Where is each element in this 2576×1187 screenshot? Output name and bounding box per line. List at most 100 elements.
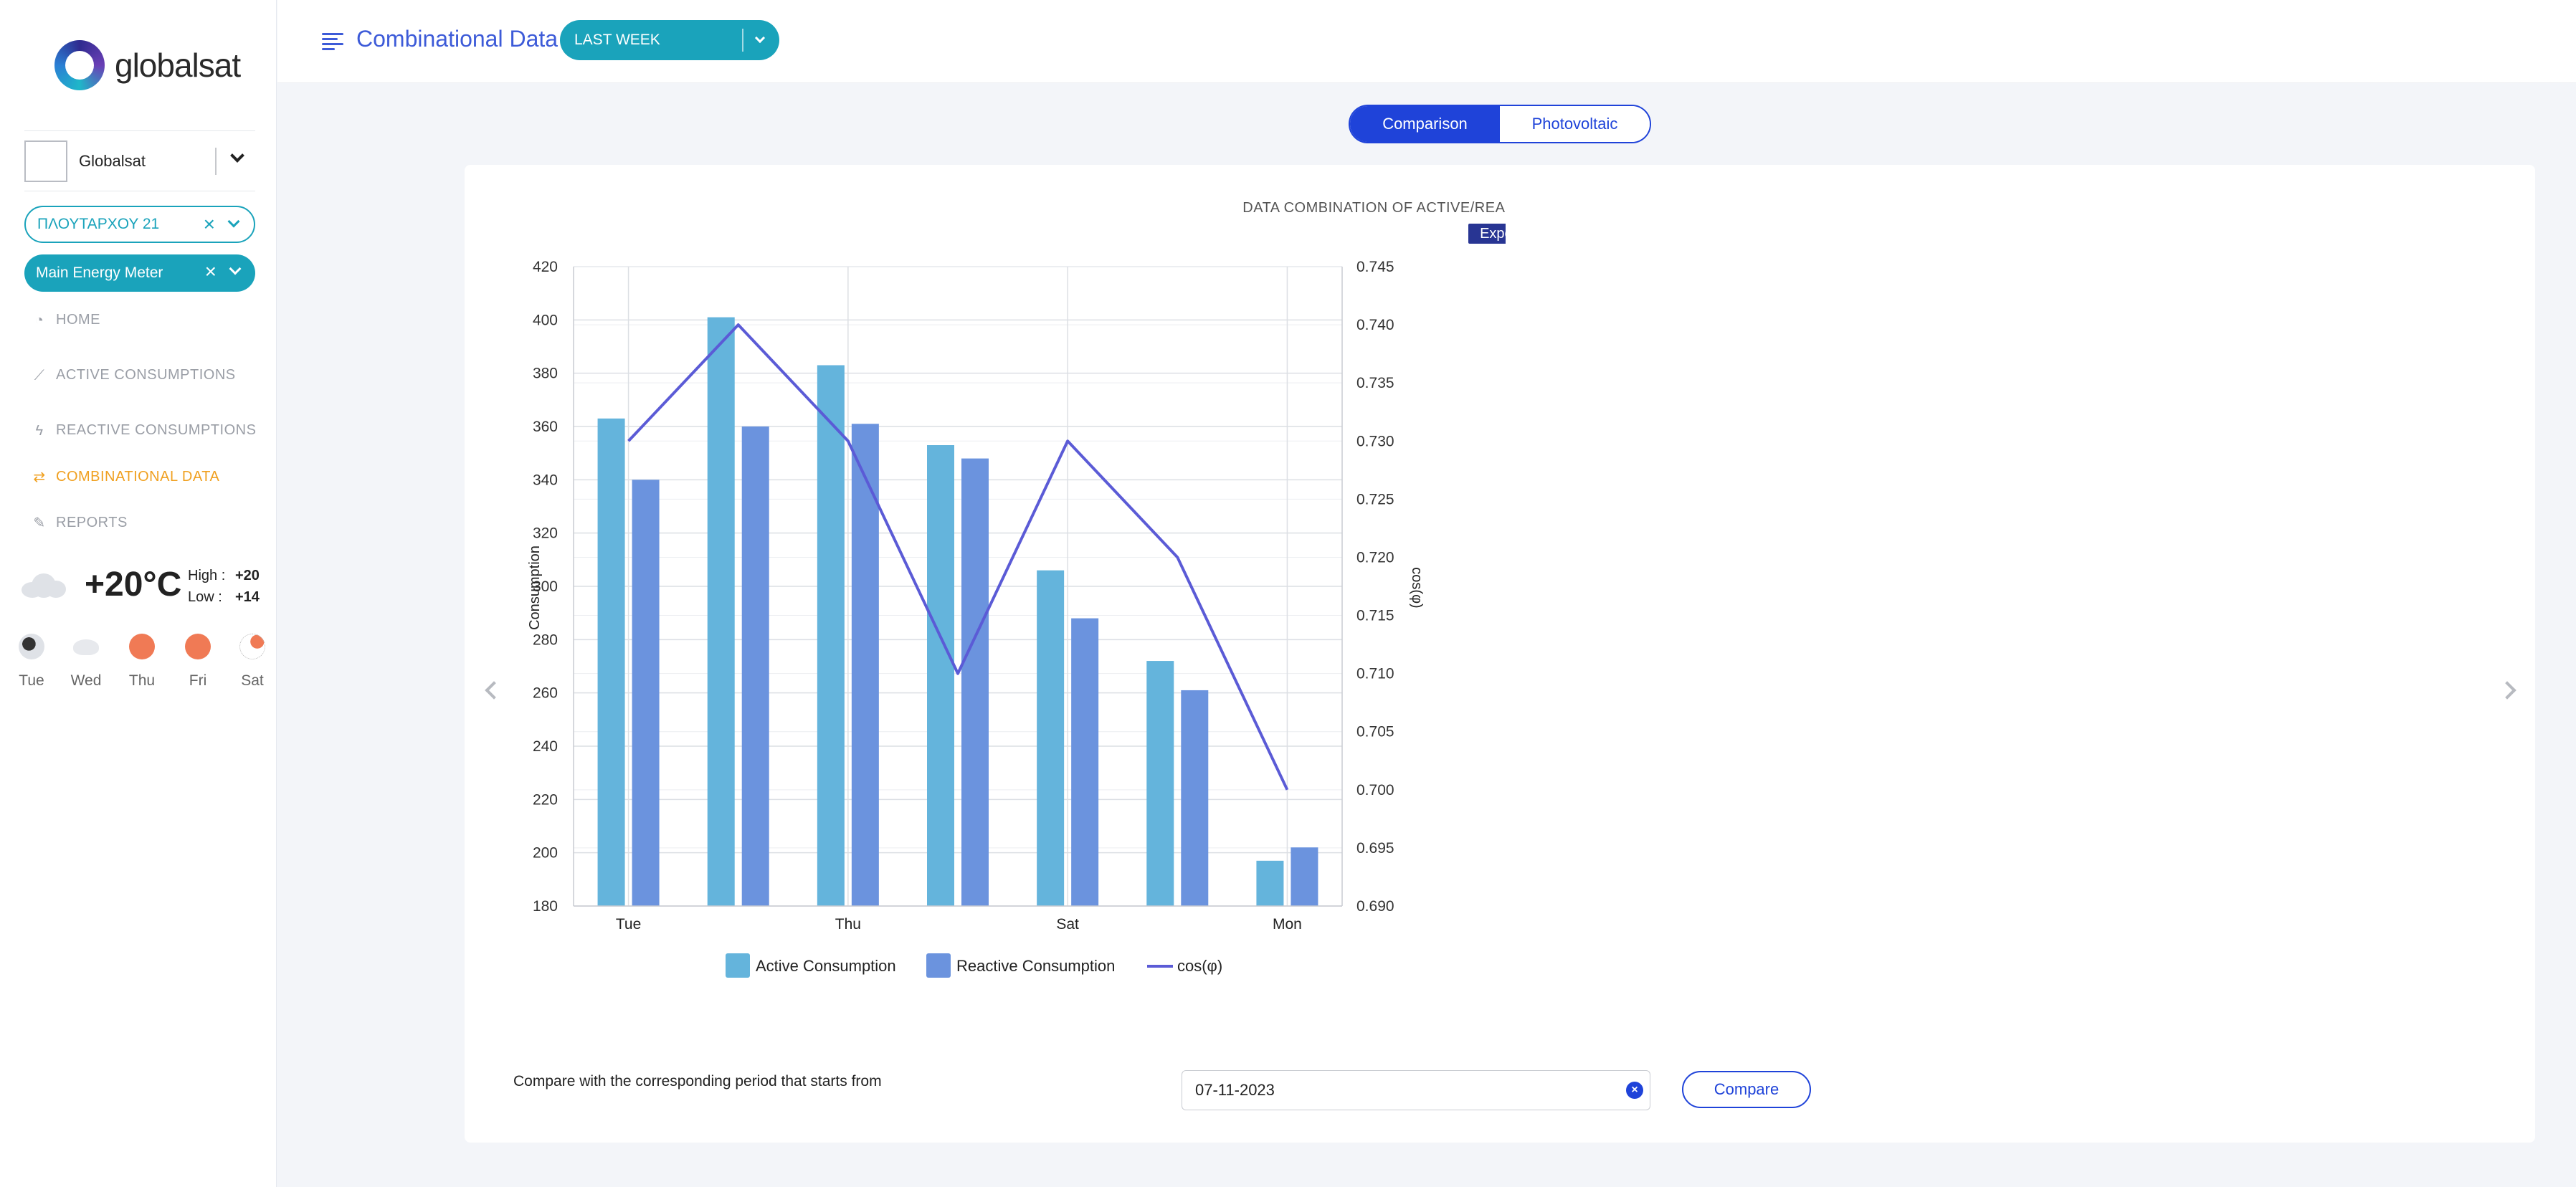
active-consumption-bar [1146,661,1174,906]
x-tick-label: Mon [1273,916,1302,933]
weather-widget: +20°C High : +20 Low : +14 [19,559,262,616]
y-tick-label: 260 [533,685,558,702]
compare-button[interactable]: Compare [1682,1071,1811,1108]
legend-label: Active Consumption [756,957,896,975]
company-logo-image [24,140,67,182]
x-tick-label: Thu [835,916,861,933]
legend-swatch [926,953,951,978]
top-header: Combinational Data LAST WEEK [277,0,2576,83]
location-filter[interactable]: ΠΛΟΥΤΑΡΧΟΥ 21 × [24,206,255,243]
nav-label: HOME [56,312,100,328]
x-tick-label: Sat [1056,916,1079,933]
chevron-down-icon[interactable] [229,262,242,275]
view-toggle: Comparison Photovoltaic [1349,105,1651,143]
y-tick-label: 280 [533,631,558,648]
clear-date-icon[interactable]: × [1626,1082,1643,1099]
y2-tick-label: 0.705 [1356,724,1394,740]
meter-filter[interactable]: Main Energy Meter × [24,254,255,292]
sun-icon [185,634,211,659]
forecast-day-label: Tue [19,672,44,689]
nav-label: REACTIVE CONSUMPTIONS [56,422,257,438]
nav-item-reactive-consumptions[interactable]: ϟ REACTIVE CONSUMPTIONS [32,422,256,439]
reactive-consumption-bar [632,480,660,906]
active-consumption-bar [1256,860,1284,906]
nav-label: REPORTS [56,515,128,530]
divider [215,148,217,175]
y2-tick-label: 0.700 [1356,782,1394,799]
clear-icon[interactable]: × [203,213,215,235]
reactive-consumption-bar [1071,618,1099,906]
sun-icon [129,634,155,659]
tab-photovoltaic[interactable]: Photovoltaic [1500,106,1650,142]
brand-logo[interactable]: globalsat [54,40,241,90]
reactive-consumption-bar [741,426,769,906]
location-filter-value: ΠΛΟΥΤΑΡΧΟΥ 21 [37,216,160,232]
menu-icon[interactable] [322,33,343,50]
divider [24,130,255,131]
active-consumption-bar [1037,570,1065,906]
y2-tick-label: 0.740 [1356,317,1394,333]
nav-item-combinational-data[interactable]: ⇄ COMBINATIONAL DATA [32,469,219,485]
legend-label: cos(φ) [1177,957,1222,975]
y-tick-label: 320 [533,525,558,542]
tab-comparison[interactable]: Comparison [1350,106,1500,142]
time-range-select[interactable]: LAST WEEK [560,20,779,60]
brand-name: globalsat [115,47,241,84]
y2-tick-label: 0.725 [1356,491,1394,507]
reactive-consumption-bar [1291,847,1318,906]
y-tick-label: 200 [533,845,558,862]
y-tick-label: 380 [533,366,558,382]
reactive-consumption-bar [1181,690,1209,906]
cos-phi-line [627,323,1289,791]
forecast-day: Fri [176,634,219,690]
y-tick-label: 180 [533,898,558,915]
y2-tick-label: 0.690 [1356,898,1394,915]
x-tick-label: Tue [616,916,641,933]
nav-label: ACTIVE CONSUMPTIONS [56,367,236,383]
y-tick-label: 400 [533,312,558,328]
y-tick-label: 300 [533,578,558,595]
forecast-day-label: Wed [70,672,102,689]
y-axis-label: Consumption [527,545,543,630]
high-temperature: High : +20 [188,568,260,583]
sun-rain-icon [239,634,265,659]
compare-date-input[interactable] [1182,1070,1650,1110]
edit-icon: ✎ [33,515,46,531]
export-button[interactable]: Export [1468,224,1506,244]
forecast-day-label: Thu [128,672,156,689]
cloud-wind-icon [19,634,44,659]
nav-item-active-consumptions[interactable]: ⟋ ACTIVE CONSUMPTIONS [32,367,236,383]
active-consumption-bar [817,365,845,906]
y-tick-label: 360 [533,419,558,435]
forecast-day: Thu [120,634,163,690]
globalsat-logo-icon [54,40,105,90]
y2-tick-label: 0.720 [1356,549,1394,566]
y-tick-label: 240 [533,738,558,755]
company-selector[interactable]: Globalsat [24,140,255,182]
page-title: Combinational Data [356,26,559,52]
y-tick-label: 420 [533,259,558,275]
y2-tick-label: 0.710 [1356,666,1394,682]
legend-label: Reactive Consumption [956,957,1115,975]
active-consumption-bar [597,418,625,906]
chart-title: DATA COMBINATION OF ACTIVE/REACTIVE CONS… [1242,200,1506,216]
reactive-consumption-bar [851,424,879,906]
time-range-value: LAST WEEK [574,32,660,48]
clear-icon[interactable]: × [204,260,217,282]
forecast-day: Tue [10,634,53,690]
dashboard-icon: ◔ [34,312,44,328]
chevron-down-icon[interactable] [227,215,240,228]
weather-forecast: Tue Wed Thu Fri Sat [10,634,265,712]
y-tick-label: 340 [533,472,558,488]
chevron-down-icon[interactable] [230,148,244,163]
forecast-day: Sat [231,634,274,690]
low-temperature: Low : +14 [188,589,260,605]
y2-tick-label: 0.745 [1356,259,1394,275]
cloud-icon [73,639,99,655]
cloud-icon [22,573,66,598]
nav-item-reports[interactable]: ✎ REPORTS [32,515,128,531]
y-tick-label: 220 [533,791,558,808]
current-temperature: +20°C [85,566,182,604]
nav-item-home[interactable]: ◔ HOME [32,312,100,328]
combination-chart: DATA COMBINATION OF ACTIVE/REACTIVE CONS… [527,200,1506,978]
